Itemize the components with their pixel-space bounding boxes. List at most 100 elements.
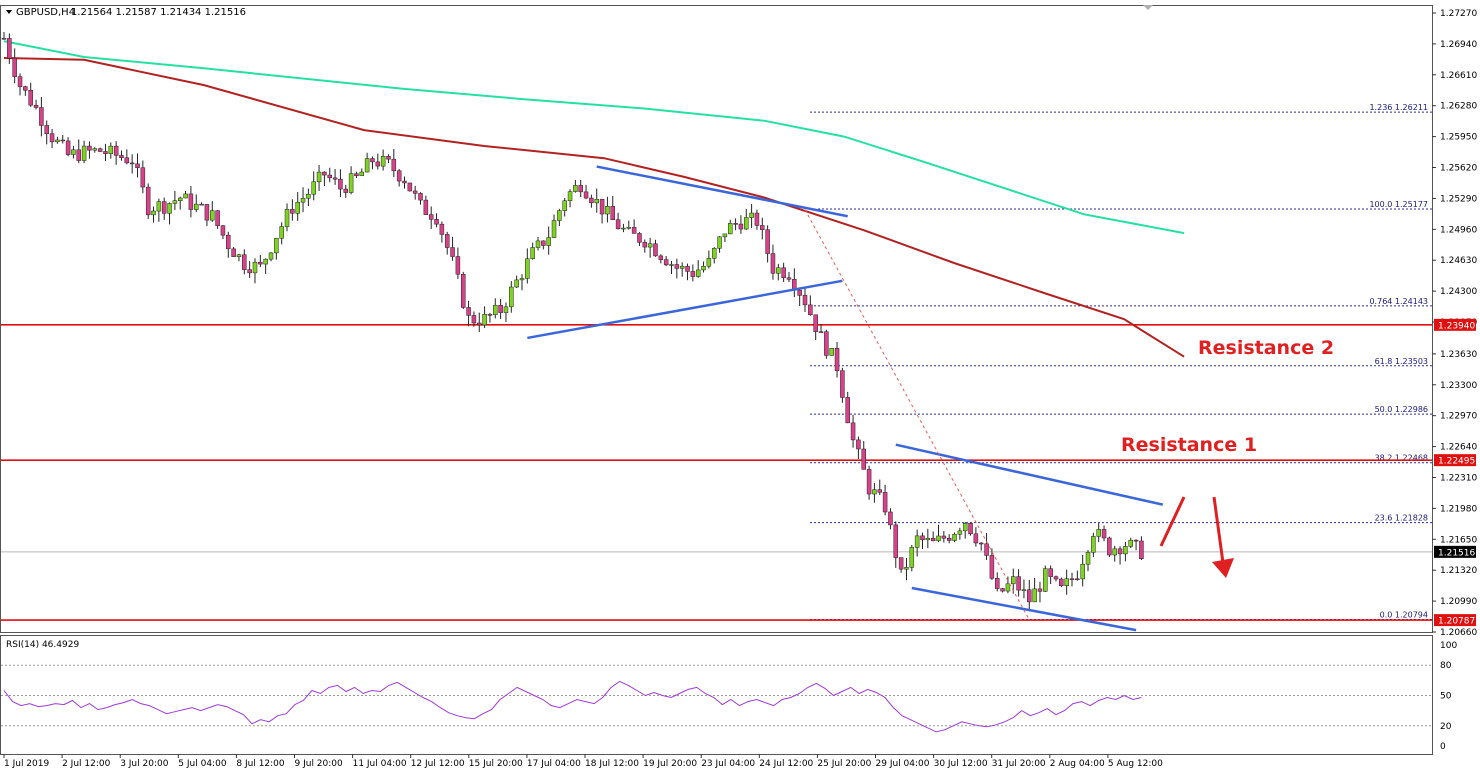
price-axis: 1.27270 1.26940 1.26610 1.26280 1.25950 1.256… — [1432, 9, 1477, 638]
bear-candle — [1000, 588, 1005, 592]
bull-candle — [156, 201, 162, 212]
price-tick-label: 1.24630 — [1440, 256, 1477, 266]
bear-candle — [781, 267, 786, 278]
bull-candle — [55, 139, 60, 143]
candlesticks — [1, 31, 1144, 611]
resistance-1-label: Resistance 1 — [1121, 434, 1257, 456]
horizontal-levels — [1, 324, 1432, 621]
time-tick-label: 19 Jul 20:00 — [643, 759, 697, 769]
time-axis: 1 Jul 2019 2 Jul 12:00 3 Jul 20:00 5 Jul 04… — [3, 754, 1163, 769]
bear-candle — [674, 264, 680, 269]
bear-candle — [930, 537, 936, 542]
price-tag-box — [1434, 614, 1476, 627]
time-tick-label: 30 Jul 12:00 — [934, 759, 988, 769]
bear-candle — [760, 225, 765, 230]
bear-candle — [87, 145, 92, 151]
bull-candle — [364, 158, 370, 173]
bear-candle — [12, 57, 17, 77]
bear-candle — [220, 225, 226, 236]
time-tick-label: 2 Aug 04:00 — [1050, 759, 1105, 769]
bear-candle — [1133, 539, 1139, 542]
bear-candle — [968, 523, 973, 535]
bear-candle — [578, 185, 583, 193]
bull-candle — [909, 547, 915, 568]
price-tick-label: 1.27270 — [1440, 9, 1477, 19]
bear-candle — [653, 243, 658, 257]
bull-candle — [348, 173, 354, 193]
ohlc-label: 1.21564 1.21587 1.21434 1.21516 — [71, 7, 246, 18]
bull-candle — [172, 200, 178, 204]
bull-candle — [551, 220, 557, 238]
bull-candle — [776, 267, 781, 274]
price-tick-label: 1.20990 — [1440, 597, 1477, 607]
bear-candle — [402, 180, 407, 184]
bear-candle — [258, 261, 263, 265]
bull-candle — [482, 314, 487, 326]
bear-candle — [322, 171, 327, 176]
bear-candle — [888, 511, 893, 526]
bear-candle — [845, 397, 850, 424]
bull-candle — [711, 248, 717, 259]
bull-candle — [567, 191, 573, 201]
bull-candle — [311, 181, 316, 195]
bear-candle — [946, 537, 952, 541]
price-tick-label: 1.22970 — [1440, 412, 1477, 422]
bear-candle — [589, 197, 594, 204]
bear-candle — [733, 223, 738, 225]
price-tick-label: 1.21980 — [1440, 504, 1477, 514]
bear-candle — [973, 533, 979, 544]
rsi-indicator: 100 80 50 20 0 — [1, 641, 1457, 752]
bear-candle — [412, 190, 418, 194]
bear-candle — [418, 193, 423, 201]
bear-candle — [658, 255, 664, 260]
up-arrow-line — [1159, 496, 1186, 547]
bull-candle — [177, 197, 183, 201]
bull-candle — [252, 261, 258, 274]
bear-candle — [375, 161, 381, 167]
bull-candle — [952, 534, 957, 541]
bull-candle — [236, 254, 242, 257]
time-tick-label: 12 Jul 12:00 — [411, 759, 465, 769]
bear-candle — [1027, 589, 1032, 603]
bear-candle — [1037, 588, 1043, 592]
bear-candle — [343, 188, 349, 193]
bull-candle — [573, 185, 578, 192]
bull-candle — [503, 306, 509, 313]
bear-candle — [460, 273, 466, 308]
bear-candle — [1075, 578, 1080, 581]
price-tick-label: 1.20660 — [1440, 628, 1477, 638]
bear-candle — [813, 314, 818, 332]
bull-candle — [1064, 578, 1069, 586]
price-tick-label: 1.26280 — [1440, 102, 1477, 112]
bull-candle — [557, 210, 562, 221]
bear-candle — [332, 177, 338, 180]
price-tag-label: 1.21516 — [1438, 548, 1475, 558]
bull-candle — [872, 489, 877, 495]
bear-candle — [834, 348, 840, 371]
bear-candle — [615, 219, 621, 230]
menu-triangle-icon[interactable] — [6, 10, 12, 14]
bull-candle — [263, 258, 268, 265]
bear-candle — [471, 315, 477, 324]
bull-candle — [530, 247, 535, 260]
rsi-tick-label: 0 — [1440, 742, 1446, 752]
bear-candle — [129, 162, 135, 165]
price-tag-box — [1434, 545, 1476, 558]
bear-candle — [685, 266, 690, 272]
fib-level-label: 38.2 1.22468 — [1375, 454, 1428, 463]
bear-candle — [370, 158, 375, 163]
bear-candle — [840, 370, 845, 398]
price-tick-label: 1.25620 — [1440, 164, 1477, 174]
down-arrow-line — [1212, 496, 1226, 571]
bull-candle — [925, 537, 931, 541]
bear-candle — [994, 578, 1000, 589]
bull-candle — [1112, 548, 1117, 556]
bear-candle — [1101, 529, 1107, 539]
bull-candle — [957, 530, 963, 535]
rsi-tick-label: 80 — [1440, 661, 1452, 671]
bull-candle — [274, 237, 279, 254]
symbol-label: GBPUSD,H4 — [16, 7, 75, 18]
rsi-tick-label: 20 — [1440, 722, 1452, 732]
